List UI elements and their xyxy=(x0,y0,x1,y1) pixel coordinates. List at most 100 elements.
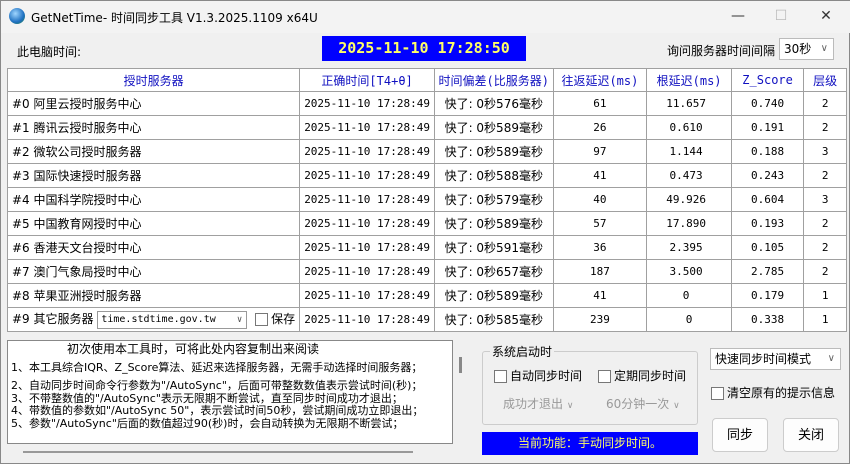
chevron-down-icon: ∨ xyxy=(827,353,835,364)
close-button[interactable]: 关闭 xyxy=(783,418,839,452)
table-row[interactable]: #0 阿里云授时服务中心 2025-11-10 17:28:49 快了: 0秒576… xyxy=(6,91,847,116)
notes-line: 初次使用本工具时，可将此处内容复制出来阅读 xyxy=(67,342,320,356)
cell-level: 3 xyxy=(803,139,847,164)
cell-rtt: 41 xyxy=(552,283,648,308)
window-title: GetNetTime- 时间同步工具 V1.3.2025.1109 x64U xyxy=(31,11,318,25)
cell-root-delay: 11.657 xyxy=(646,91,732,116)
cell-rtt: 97 xyxy=(552,139,648,164)
cell-server: #7 澳门气象局授时中心 xyxy=(6,259,301,284)
table-row-other-server[interactable]: #9 其它服务器 time.stdtime.gov.tw ∨ 保存 2025-11… xyxy=(6,307,847,332)
title-bar xyxy=(1,1,850,33)
cell-server: #5 中国教育网授时中心 xyxy=(6,211,301,236)
sync-mode-select[interactable]: 快速同步时间模式 ∨ xyxy=(710,348,841,370)
other-server-value: time.stdtime.gov.tw xyxy=(101,313,216,325)
cell-time: 2025-11-10 17:28:49 xyxy=(299,235,436,260)
cell-zscore: 0.604 xyxy=(730,187,805,212)
period-select[interactable]: 60分钟一次 ∨ xyxy=(606,395,680,412)
cell-offset: 快了: 0秒585毫秒 xyxy=(434,307,554,332)
cell-rtt: 187 xyxy=(552,259,648,284)
cell-server: #8 苹果亚洲授时服务器 xyxy=(6,283,301,308)
startup-group xyxy=(482,351,698,425)
cell-level: 2 xyxy=(803,91,847,116)
interval-select[interactable]: 30秒 ∨ xyxy=(779,38,834,60)
cell-level: 2 xyxy=(803,163,847,188)
other-server-input[interactable]: time.stdtime.gov.tw ∨ xyxy=(97,310,248,329)
cell-rtt: 26 xyxy=(552,115,648,140)
cell-rtt: 40 xyxy=(552,187,648,212)
cell-zscore: 0.338 xyxy=(730,307,805,332)
notes-line: 3、不带整数值的"/AutoSync"表示无限期不断尝试，直至同步时间成功才退出… xyxy=(11,391,403,405)
cell-zscore: 2.785 xyxy=(730,259,805,284)
periodic-sync-checkbox[interactable]: 定期同步时间 xyxy=(598,367,686,384)
cell-zscore: 0.105 xyxy=(730,235,805,260)
cell-rtt: 57 xyxy=(552,211,648,236)
save-label: 保存 xyxy=(271,312,296,327)
maximize-button[interactable]: ☐ xyxy=(774,8,788,24)
exit-mode-value: 成功才退出 xyxy=(503,397,564,411)
exit-mode-select[interactable]: 成功才退出 ∨ xyxy=(503,395,573,412)
cell-server: #0 阿里云授时服务中心 xyxy=(6,91,301,116)
cell-offset: 快了: 0秒591毫秒 xyxy=(434,235,554,260)
cell-rtt: 239 xyxy=(552,307,648,332)
status-bar: 当前功能：手动同步时间。 xyxy=(482,432,698,455)
auto-sync-checkbox[interactable]: 自动同步时间 xyxy=(494,367,582,384)
notes-line: 5、参数"/AutoSync"后面的数值超过90(秒)时，会自动转换为无限期不断… xyxy=(11,416,404,430)
chevron-down-icon: ∨ xyxy=(236,314,243,325)
cell-level: 2 xyxy=(803,235,847,260)
table-row[interactable]: #3 国际快速授时服务器 2025-11-10 17:28:49 快了: 0秒588… xyxy=(6,163,847,188)
cell-time: 2025-11-10 17:28:49 xyxy=(299,283,436,308)
column-header-zscore[interactable]: Z_Score xyxy=(730,68,805,92)
table-row[interactable]: #1 腾讯云授时服务中心 2025-11-10 17:28:49 快了: 0秒589… xyxy=(6,115,847,140)
minimize-button[interactable]: — xyxy=(731,8,745,24)
notes-textarea[interactable]: 初次使用本工具时，可将此处内容复制出来阅读 1、本工具综合IQR、Z_Score… xyxy=(7,340,453,444)
interval-label: 询问服务器时间间隔 xyxy=(667,44,776,58)
cell-time: 2025-11-10 17:28:49 xyxy=(299,163,436,188)
cell-rtt: 36 xyxy=(552,235,648,260)
cell-zscore: 0.243 xyxy=(730,163,805,188)
column-header-time[interactable]: 正确时间[T4+θ] xyxy=(299,68,436,92)
cell-time: 2025-11-10 17:28:49 xyxy=(299,307,436,332)
cell-root-delay: 2.395 xyxy=(646,235,732,260)
column-header-root-delay[interactable]: 根延迟(ms) xyxy=(646,68,732,92)
sync-mode-value: 快速同步时间模式 xyxy=(715,352,812,366)
horizontal-scrollbar[interactable] xyxy=(23,451,413,453)
cell-offset: 快了: 0秒589毫秒 xyxy=(434,115,554,140)
cell-level: 1 xyxy=(803,307,847,332)
close-window-button[interactable]: ✕ xyxy=(820,8,832,24)
table-row[interactable]: #5 中国教育网授时中心 2025-11-10 17:28:49 快了: 0秒589… xyxy=(6,211,847,236)
table-row[interactable]: #7 澳门气象局授时中心 2025-11-10 17:28:49 快了: 0秒657… xyxy=(6,259,847,284)
cell-offset: 快了: 0秒589毫秒 xyxy=(434,211,554,236)
auto-sync-label: 自动同步时间 xyxy=(510,369,583,383)
cell-server: #4 中国科学院授时中心 xyxy=(6,187,301,212)
cell-server: #3 国际快速授时服务器 xyxy=(6,163,301,188)
vertical-scrollbar[interactable] xyxy=(459,357,462,373)
cell-root-delay: 17.890 xyxy=(646,211,732,236)
table-row[interactable]: #6 香港天文台授时中心 2025-11-10 17:28:49 快了: 0秒591… xyxy=(6,235,847,260)
notes-line: 4、带数值的参数如"/AutoSync 50"，表示尝试时间50秒，尝试期间成功… xyxy=(11,404,424,417)
cell-time: 2025-11-10 17:28:49 xyxy=(299,211,436,236)
column-header-rtt[interactable]: 往返延迟(ms) xyxy=(552,68,648,92)
clear-info-label: 清空原有的提示信息 xyxy=(727,386,836,400)
column-header-offset[interactable]: 时间偏差(比服务器) xyxy=(434,68,554,92)
cell-zscore: 0.179 xyxy=(730,283,805,308)
save-checkbox[interactable] xyxy=(255,313,269,327)
cell-root-delay: 49.926 xyxy=(646,187,732,212)
interval-value: 30秒 xyxy=(784,42,812,56)
column-header-server[interactable]: 授时服务器 xyxy=(6,68,301,92)
column-header-level[interactable]: 层级 xyxy=(803,68,847,92)
cell-server: #1 腾讯云授时服务中心 xyxy=(6,115,301,140)
table-row[interactable]: #4 中国科学院授时中心 2025-11-10 17:28:49 快了: 0秒579… xyxy=(6,187,847,212)
cell-level: 2 xyxy=(803,115,847,140)
clear-info-checkbox[interactable]: 清空原有的提示信息 xyxy=(711,384,835,401)
cell-time: 2025-11-10 17:28:49 xyxy=(299,91,436,116)
cell-rtt: 61 xyxy=(552,91,648,116)
chevron-down-icon: ∨ xyxy=(820,43,828,54)
cell-time: 2025-11-10 17:28:49 xyxy=(299,259,436,284)
cell-offset: 快了: 0秒588毫秒 xyxy=(434,163,554,188)
notes-line: 2、自动同步时间命令行参数为"/AutoSync"，后面可带整数数值表示尝试时间… xyxy=(11,379,423,392)
sync-button[interactable]: 同步 xyxy=(712,418,768,452)
cell-zscore: 0.740 xyxy=(730,91,805,116)
table-row[interactable]: #2 微软公司授时服务器 2025-11-10 17:28:49 快了: 0秒589… xyxy=(6,139,847,164)
cell-root-delay: 0 xyxy=(646,283,732,308)
table-row[interactable]: #8 苹果亚洲授时服务器 2025-11-10 17:28:49 快了: 0秒589… xyxy=(6,283,847,308)
